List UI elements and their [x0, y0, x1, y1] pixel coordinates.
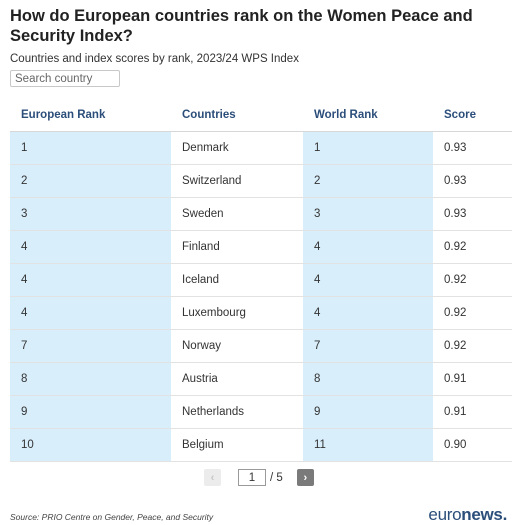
table-row: 9 Netherlands 9 0.91	[10, 395, 512, 429]
country-cell: Netherlands	[171, 395, 303, 429]
european-rank-cell: 4	[10, 263, 171, 297]
country-cell: Austria	[171, 362, 303, 396]
european-rank-cell: 4	[10, 296, 171, 330]
score-cell: 0.92	[433, 329, 512, 363]
search-input[interactable]	[10, 70, 120, 87]
score-cell: 0.91	[433, 362, 512, 396]
country-cell: Luxembourg	[171, 296, 303, 330]
table-row: 1 Denmark 1 0.93	[10, 131, 512, 165]
score-cell: 0.90	[433, 428, 512, 462]
country-cell: Belgium	[171, 428, 303, 462]
column-header-score[interactable]: Score	[433, 98, 512, 132]
chevron-left-icon: ‹	[210, 471, 215, 484]
world-rank-cell: 3	[303, 197, 433, 231]
european-rank-cell: 8	[10, 362, 171, 396]
table-row: 10 Belgium 11 0.90	[10, 428, 512, 462]
world-rank-cell: 4	[303, 296, 433, 330]
column-header-european-rank[interactable]: European Rank	[10, 98, 171, 132]
table-row: 8 Austria 8 0.91	[10, 362, 512, 396]
country-cell: Switzerland	[171, 164, 303, 198]
next-page-button[interactable]: ›	[296, 469, 314, 486]
column-header-countries[interactable]: Countries	[171, 98, 303, 132]
source-note: Source: PRIO Centre on Gender, Peace, an…	[10, 512, 214, 522]
page-subtitle: Countries and index scores by rank, 2023…	[10, 53, 299, 65]
score-cell: 0.93	[433, 164, 512, 198]
chevron-right-icon: ›	[303, 471, 308, 484]
page-number-input[interactable]	[238, 469, 266, 486]
european-rank-cell: 10	[10, 428, 171, 462]
page-total-label: / 5	[270, 471, 283, 484]
world-rank-cell: 4	[303, 263, 433, 297]
score-cell: 0.92	[433, 296, 512, 330]
country-cell: Denmark	[171, 131, 303, 165]
column-header-world-rank[interactable]: World Rank	[303, 98, 433, 132]
pagination: ‹ / 5 ›	[204, 468, 314, 487]
logo-text-news: news.	[461, 505, 507, 524]
table-row: 7 Norway 7 0.92	[10, 329, 512, 363]
table-row: 4 Finland 4 0.92	[10, 230, 512, 264]
score-cell: 0.91	[433, 395, 512, 429]
country-cell: Norway	[171, 329, 303, 363]
logo-text-euro: euro	[428, 505, 462, 524]
world-rank-cell: 9	[303, 395, 433, 429]
country-cell: Finland	[171, 230, 303, 264]
world-rank-cell: 8	[303, 362, 433, 396]
chart-header: How do European countries rank on the Wo…	[10, 6, 507, 66]
european-rank-cell: 2	[10, 164, 171, 198]
score-cell: 0.92	[433, 263, 512, 297]
european-rank-cell: 3	[10, 197, 171, 231]
table-row: 3 Sweden 3 0.93	[10, 197, 512, 231]
table-header-row: European Rank Countries World Rank Score	[10, 98, 512, 132]
country-cell: Sweden	[171, 197, 303, 231]
table-row: 2 Switzerland 2 0.93	[10, 164, 512, 198]
world-rank-cell: 1	[303, 131, 433, 165]
world-rank-cell: 2	[303, 164, 433, 198]
euronews-logo: euronews.	[428, 505, 507, 524]
european-rank-cell: 7	[10, 329, 171, 363]
page-title: How do European countries rank on the Wo…	[10, 7, 473, 45]
world-rank-cell: 4	[303, 230, 433, 264]
score-cell: 0.93	[433, 197, 512, 231]
european-rank-cell: 4	[10, 230, 171, 264]
country-cell: Iceland	[171, 263, 303, 297]
ranking-table: European Rank Countries World Rank Score…	[10, 98, 512, 462]
european-rank-cell: 9	[10, 395, 171, 429]
world-rank-cell: 11	[303, 428, 433, 462]
european-rank-cell: 1	[10, 131, 171, 165]
table-row: 4 Iceland 4 0.92	[10, 263, 512, 297]
score-cell: 0.92	[433, 230, 512, 264]
world-rank-cell: 7	[303, 329, 433, 363]
previous-page-button[interactable]: ‹	[204, 469, 221, 486]
score-cell: 0.93	[433, 131, 512, 165]
table-row: 4 Luxembourg 4 0.92	[10, 296, 512, 330]
